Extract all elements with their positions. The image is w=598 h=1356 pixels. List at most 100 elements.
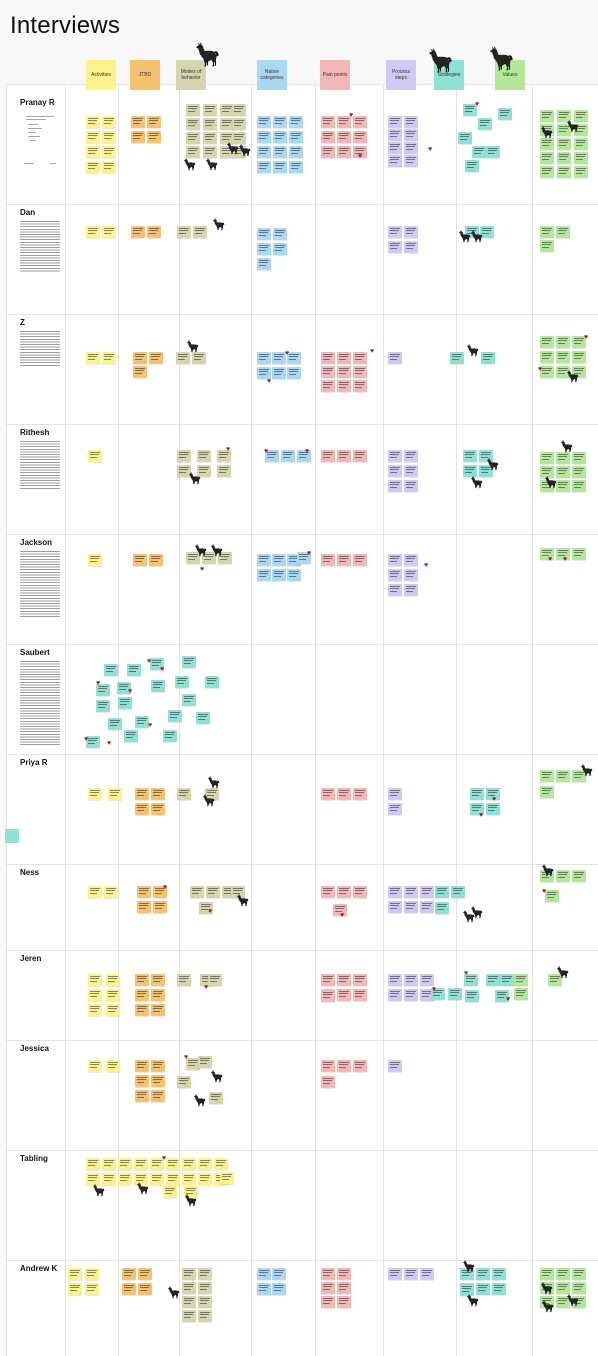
- sticky-note-process[interactable]: [388, 155, 402, 167]
- heart-icon[interactable]: ♥: [264, 448, 269, 455]
- sticky-note-jtbd[interactable]: [137, 901, 151, 913]
- sticky-note-pain[interactable]: [353, 886, 367, 898]
- heart-icon[interactable]: ♥: [162, 1155, 167, 1162]
- sticky-note-activities[interactable]: [182, 1158, 196, 1170]
- sticky-note-strategies[interactable]: [479, 465, 493, 477]
- sticky-note-jtbd[interactable]: [122, 1283, 136, 1295]
- heart-icon[interactable]: ♥: [184, 1054, 189, 1061]
- sticky-note-activities[interactable]: [106, 1060, 120, 1072]
- sticky-note-strategies[interactable]: [151, 680, 165, 692]
- sticky-note-process[interactable]: [404, 142, 418, 154]
- sticky-note-process[interactable]: [404, 584, 418, 596]
- sticky-note-native[interactable]: [297, 552, 311, 564]
- sticky-note-strategies[interactable]: [492, 1268, 506, 1280]
- heart-icon[interactable]: ♥: [192, 476, 197, 483]
- sticky-note-values[interactable]: [572, 1268, 586, 1280]
- sticky-note-modes[interactable]: [203, 104, 217, 116]
- sticky-note-native[interactable]: [257, 131, 271, 143]
- sticky-note-jtbd[interactable]: [133, 352, 147, 364]
- heart-icon[interactable]: ♥: [163, 884, 168, 891]
- sticky-note-pain[interactable]: [321, 788, 335, 800]
- sticky-note-strategies[interactable]: [117, 682, 131, 694]
- sticky-note-strategies[interactable]: [464, 974, 478, 986]
- sticky-note-process[interactable]: [404, 226, 418, 238]
- sticky-note-modes[interactable]: [182, 1296, 196, 1308]
- sticky-note-modes[interactable]: [198, 1296, 212, 1308]
- sticky-note-values[interactable]: [514, 988, 528, 1000]
- llama-icon[interactable]: 🦙: [194, 42, 222, 67]
- sticky-note-modes[interactable]: [182, 1282, 196, 1294]
- sticky-note-strategies[interactable]: [435, 886, 449, 898]
- heart-icon[interactable]: ♥: [584, 334, 589, 341]
- sticky-note-activities[interactable]: [88, 974, 102, 986]
- sticky-note-pain[interactable]: [353, 131, 367, 143]
- sticky-note-strategies[interactable]: [450, 352, 464, 364]
- sticky-note-strategies[interactable]: [127, 664, 141, 676]
- sticky-note-native[interactable]: [289, 131, 303, 143]
- sticky-note-values[interactable]: [540, 1282, 554, 1294]
- sticky-note-pain[interactable]: [321, 554, 335, 566]
- llama-icon[interactable]: 🦙: [92, 1185, 106, 1197]
- sticky-note-jtbd[interactable]: [151, 989, 165, 1001]
- llama-icon[interactable]: 🦙: [470, 907, 484, 919]
- sticky-note-pain[interactable]: [353, 366, 367, 378]
- sticky-note-activities[interactable]: [182, 1173, 196, 1185]
- sticky-note-strategies[interactable]: [182, 656, 196, 668]
- sticky-note-values[interactable]: [556, 870, 570, 882]
- sticky-note-jtbd[interactable]: [135, 803, 149, 815]
- sticky-note-process[interactable]: [388, 129, 402, 141]
- sticky-note-strategies[interactable]: [96, 700, 110, 712]
- sticky-note-modes[interactable]: [220, 146, 234, 158]
- row-label[interactable]: Ness: [20, 868, 40, 877]
- sticky-note-modes[interactable]: [232, 146, 246, 158]
- sticky-note-modes[interactable]: [231, 886, 245, 898]
- llama-icon[interactable]: 🦙: [458, 231, 472, 243]
- sticky-note-activities[interactable]: [184, 1186, 198, 1198]
- sticky-note-strategies[interactable]: [182, 694, 196, 706]
- sticky-note-values[interactable]: [540, 548, 554, 560]
- transcript-document[interactable]: [20, 661, 60, 747]
- sticky-note-activities[interactable]: [198, 1173, 212, 1185]
- sticky-note-native[interactable]: [287, 569, 301, 581]
- sticky-note-process[interactable]: [404, 554, 418, 566]
- sticky-note-activities[interactable]: [106, 974, 120, 986]
- sticky-note-values[interactable]: [540, 240, 554, 252]
- sticky-note-modes[interactable]: [232, 118, 246, 130]
- sticky-note-process[interactable]: [388, 569, 402, 581]
- sticky-note-values[interactable]: [540, 366, 554, 378]
- sticky-note-values[interactable]: [572, 480, 586, 492]
- llama-icon[interactable]: 🦙: [556, 967, 570, 979]
- column-header-activities[interactable]: Activities: [86, 60, 116, 90]
- sticky-note-strategies[interactable]: [86, 736, 100, 748]
- sticky-note-process[interactable]: [404, 886, 418, 898]
- sticky-note-pain[interactable]: [337, 554, 351, 566]
- llama-icon[interactable]: 🦙: [462, 1261, 476, 1273]
- sticky-note-values[interactable]: [540, 336, 554, 348]
- transcript-document[interactable]: [20, 331, 60, 367]
- llama-icon[interactable]: 🦙: [470, 477, 484, 489]
- sticky-note-pain[interactable]: [353, 974, 367, 986]
- sticky-note-activities[interactable]: [68, 1268, 82, 1280]
- sticky-note-modes[interactable]: [177, 788, 191, 800]
- sticky-note-process[interactable]: [388, 803, 402, 815]
- transcript-document[interactable]: [20, 116, 60, 168]
- sticky-note-jtbd[interactable]: [151, 803, 165, 815]
- heart-icon[interactable]: ♥: [479, 812, 484, 819]
- sticky-note-strategies[interactable]: [118, 697, 132, 709]
- sticky-note-jtbd[interactable]: [122, 1268, 136, 1280]
- sticky-note-activities[interactable]: [104, 886, 118, 898]
- heart-icon[interactable]: ♥: [128, 688, 133, 695]
- sticky-note-modes[interactable]: [205, 788, 219, 800]
- sticky-note-activities[interactable]: [102, 1173, 116, 1185]
- sticky-note-native[interactable]: [272, 569, 286, 581]
- sticky-note-values[interactable]: [572, 452, 586, 464]
- heart-icon[interactable]: ♥: [200, 566, 205, 573]
- llama-icon[interactable]: 🦙: [212, 219, 226, 231]
- llama-icon[interactable]: 🦙: [183, 159, 197, 171]
- heart-icon[interactable]: ♥: [538, 366, 543, 373]
- sticky-note-native[interactable]: [257, 161, 271, 173]
- sticky-note-strategies[interactable]: [135, 716, 149, 728]
- sticky-note-native[interactable]: [257, 1268, 271, 1280]
- sticky-note-strategies[interactable]: [104, 664, 118, 676]
- heart-icon[interactable]: ♥: [148, 722, 153, 729]
